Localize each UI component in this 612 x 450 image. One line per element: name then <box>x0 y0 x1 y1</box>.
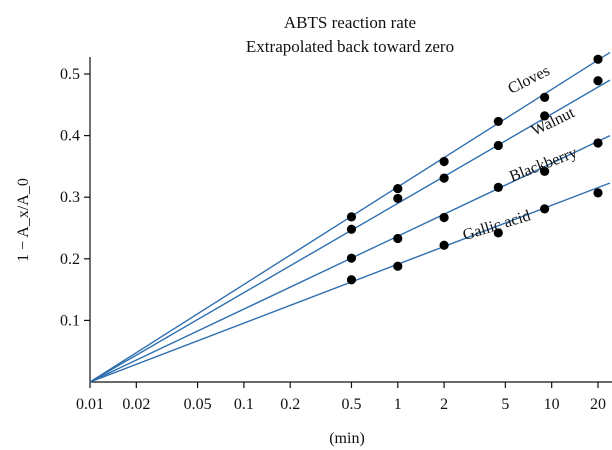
data-point-cloves <box>593 54 603 64</box>
y-tick-label: 0.4 <box>60 128 80 145</box>
data-point-walnut <box>593 76 603 86</box>
data-point-blackberry <box>540 166 550 176</box>
data-points <box>346 54 603 285</box>
chart-title: ABTS reaction rate <box>284 13 416 32</box>
data-point-cloves <box>540 92 550 103</box>
data-point-walnut <box>393 193 403 204</box>
data-point-cloves <box>393 183 403 194</box>
series-label-gallic-acid: Gallic acid <box>461 207 533 244</box>
series-label-blackberry: Blackberry <box>507 144 579 185</box>
data-point-blackberry <box>346 253 357 263</box>
x-tick-label: 0.02 <box>122 396 150 413</box>
x-tick-label: 1 <box>394 396 402 413</box>
data-point-gallic-acid <box>593 188 603 198</box>
x-axis-label: (min) <box>329 430 365 447</box>
data-point-blackberry <box>493 182 503 192</box>
data-point-walnut <box>493 140 503 151</box>
data-point-walnut <box>540 111 550 121</box>
x-tick-label: 5 <box>501 396 509 413</box>
y-ticks: 0.1 0.2 0.3 0.4 0.5 <box>60 66 90 329</box>
data-point-blackberry <box>393 233 403 244</box>
x-tick-label: 20 <box>590 396 606 413</box>
data-point-gallic-acid <box>346 275 357 285</box>
x-tick-label: 0.01 <box>76 396 104 413</box>
chart-subtitle: Extrapolated back toward zero <box>246 37 454 56</box>
x-tick-label: 10 <box>544 396 560 413</box>
data-point-walnut <box>439 173 449 183</box>
x-tick-label: 2 <box>440 396 448 413</box>
y-tick-label: 0.3 <box>60 189 80 206</box>
data-point-gallic-acid <box>540 204 550 214</box>
y-tick-label: 0.5 <box>60 66 80 83</box>
data-point-cloves <box>346 212 357 222</box>
series-label-cloves: Cloves <box>505 62 552 97</box>
x-tick-label: 0.2 <box>280 396 300 413</box>
data-point-cloves <box>493 116 503 127</box>
x-tick-label: 0.5 <box>341 396 361 413</box>
data-point-gallic-acid <box>439 240 449 250</box>
y-axis-label: 1 − A_x/A_0 <box>15 178 32 262</box>
data-point-blackberry <box>439 212 449 223</box>
data-point-walnut <box>346 224 357 234</box>
data-point-gallic-acid <box>393 261 403 271</box>
data-point-cloves <box>439 156 449 167</box>
series-label-walnut: Walnut <box>529 104 578 140</box>
x-tick-label: 0.05 <box>184 396 212 413</box>
series-labels: Cloves Walnut Blackberry Gallic acid <box>461 62 580 244</box>
data-point-blackberry <box>593 138 603 148</box>
x-ticks: 0.01 0.02 0.05 0.1 0.2 0.5 1 2 5 10 20 <box>76 382 606 413</box>
data-point-gallic-acid <box>493 228 503 238</box>
y-tick-label: 0.2 <box>60 251 80 268</box>
y-tick-label: 0.1 <box>60 312 80 329</box>
x-tick-label: 0.1 <box>234 396 254 413</box>
